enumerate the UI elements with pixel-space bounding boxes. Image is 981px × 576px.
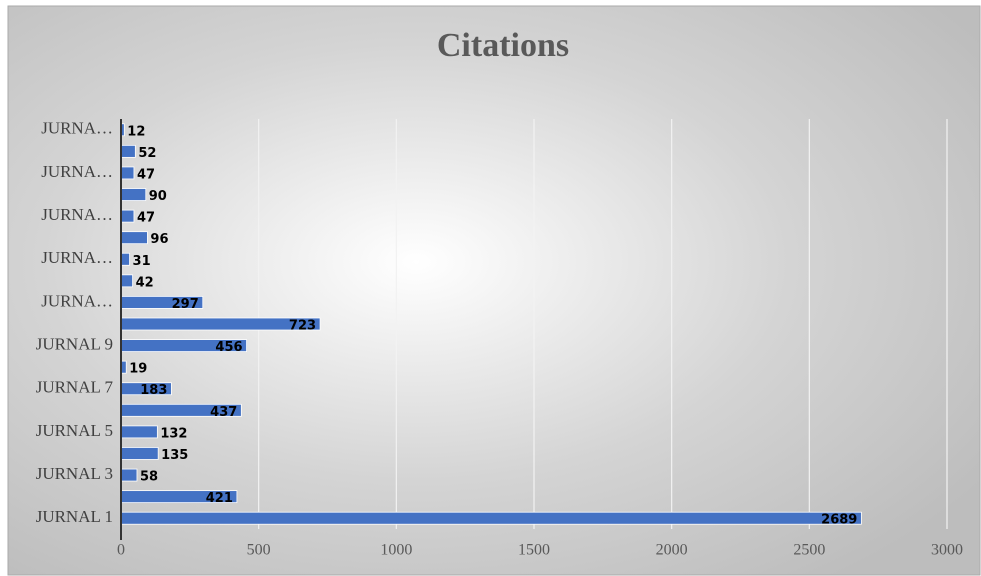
data-label: 12 — [127, 124, 145, 139]
bar — [120, 209, 135, 223]
data-label: 90 — [149, 189, 167, 204]
y-tick-label: JURNA… — [41, 205, 113, 224]
data-label: 19 — [129, 362, 147, 377]
data-label: 42 — [136, 275, 154, 290]
data-label: 47 — [137, 167, 155, 182]
y-tick-label: JURNA… — [41, 248, 113, 267]
x-tick-label: 1000 — [380, 542, 412, 559]
bar — [120, 144, 136, 158]
data-label: 31 — [133, 254, 151, 269]
y-tick-label: JURNAL 7 — [36, 378, 114, 397]
bar — [120, 425, 158, 439]
data-label: 183 — [140, 383, 167, 398]
y-tick-label: JURNA… — [41, 291, 113, 310]
chart-title: Citations — [437, 27, 569, 64]
x-tick-label: 2000 — [656, 542, 688, 559]
bar — [120, 468, 138, 482]
data-label: 437 — [210, 405, 237, 420]
x-tick-label: 0 — [117, 542, 125, 559]
data-label: 723 — [289, 319, 316, 334]
data-label: 96 — [150, 232, 168, 247]
bar — [120, 252, 130, 266]
bar — [120, 166, 135, 180]
y-tick-label: JURNAL 5 — [36, 421, 113, 440]
data-label: 297 — [172, 297, 199, 312]
x-tick-label: 500 — [247, 542, 271, 559]
chart-background — [7, 5, 981, 576]
x-tick-label: 2500 — [793, 542, 825, 559]
bar — [120, 447, 159, 460]
data-label: 132 — [160, 426, 187, 441]
data-label: 135 — [161, 448, 188, 463]
bar — [120, 511, 862, 525]
data-label: 52 — [138, 146, 156, 161]
bar — [120, 274, 133, 288]
y-tick-label: JURNA… — [41, 162, 113, 181]
bar — [120, 231, 148, 245]
data-label: 456 — [215, 340, 242, 355]
x-tick-label: 3000 — [931, 542, 963, 559]
y-tick-label: JURNAL 9 — [36, 334, 113, 353]
bar — [120, 188, 147, 201]
data-label: 58 — [140, 470, 158, 485]
y-tick-label: JURNAL 1 — [36, 507, 113, 526]
data-label: 421 — [206, 491, 233, 506]
data-label: 2689 — [821, 513, 857, 528]
x-tick-label: 1500 — [518, 542, 550, 559]
data-label: 47 — [137, 211, 155, 226]
y-tick-label: JURNA… — [41, 119, 113, 138]
y-tick-label: JURNAL 3 — [36, 464, 113, 483]
